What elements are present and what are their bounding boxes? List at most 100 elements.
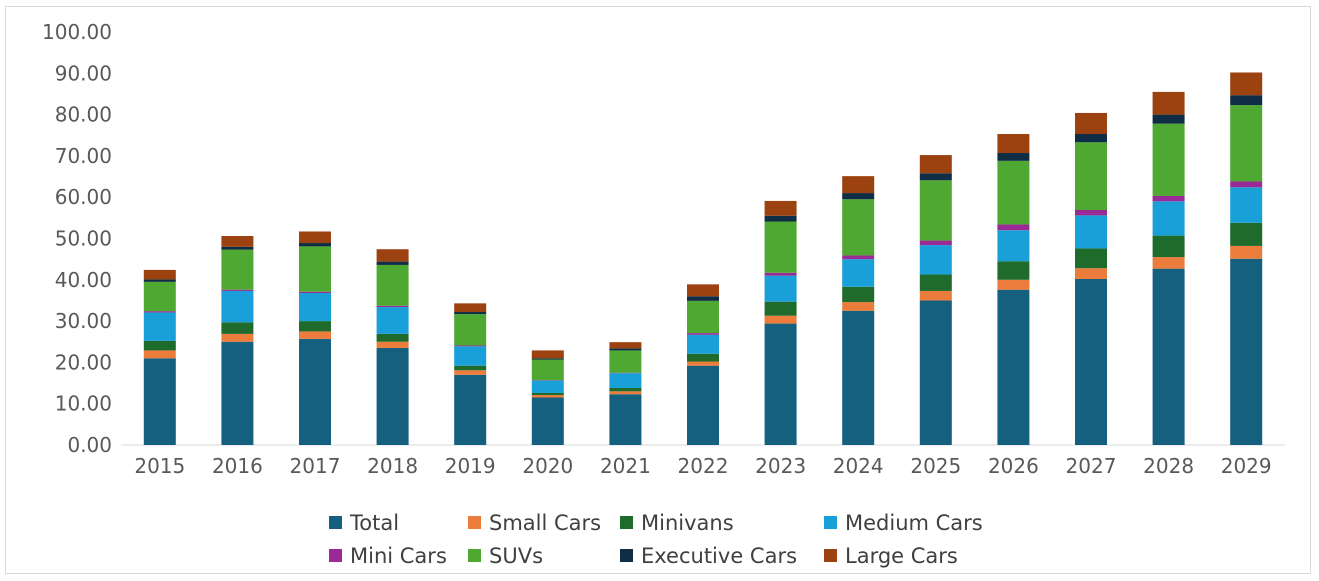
bar-segment-mini-cars	[687, 333, 719, 335]
bar-segment-small-cars	[687, 361, 719, 366]
bar-segment-medium-cars	[454, 346, 487, 366]
bar-segment-small-cars	[842, 302, 875, 311]
legend-swatch	[468, 549, 481, 562]
bar-segment-executive-cars	[376, 261, 409, 265]
bar-segment-total	[1075, 278, 1107, 445]
bar-segment-total	[609, 394, 642, 445]
bar-segment-minivans	[997, 261, 1030, 280]
bar-segment-suvs	[143, 281, 176, 312]
bar-segment-small-cars	[454, 370, 487, 375]
x-tick-label: 2016	[212, 454, 263, 478]
bar-segment-mini-cars	[1075, 210, 1107, 216]
bar-segment-mini-cars	[1152, 195, 1185, 202]
y-tick-label: 30.00	[55, 309, 112, 333]
legend-label: Large Cars	[845, 544, 958, 568]
bar-segment-minivans	[919, 274, 952, 291]
bar-segment-total	[221, 341, 254, 445]
bar-segment-minivans	[764, 301, 797, 316]
bar-segment-large-cars	[687, 284, 719, 297]
y-tick-label: 90.00	[55, 61, 112, 85]
bar-segment-medium-cars	[143, 312, 176, 341]
bar-segment-executive-cars	[764, 215, 797, 222]
bar-segment-small-cars	[1152, 257, 1185, 269]
bar-segment-large-cars	[299, 231, 331, 244]
bar-segment-suvs	[609, 350, 642, 373]
bar-segment-executive-cars	[531, 358, 564, 360]
bar-segment-minivans	[376, 333, 409, 342]
bar-segment-total	[454, 374, 487, 445]
bar-segment-total	[997, 289, 1030, 445]
bar-segment-suvs	[997, 160, 1030, 225]
bar-segment-large-cars	[1075, 112, 1107, 135]
bar-segment-small-cars	[1230, 245, 1263, 259]
bar-segment-mini-cars	[376, 305, 409, 308]
bar-segment-minivans	[1075, 248, 1107, 269]
legend-swatch	[329, 516, 342, 529]
bar-segment-suvs	[919, 180, 952, 241]
bar-segment-large-cars	[919, 155, 952, 174]
bar-segment-medium-cars	[1075, 215, 1107, 249]
bar-segment-large-cars	[997, 134, 1030, 154]
bar-segment-suvs	[221, 249, 254, 290]
bar-segment-small-cars	[221, 333, 254, 342]
bar-segment-medium-cars	[842, 259, 875, 287]
y-tick-label: 80.00	[55, 103, 112, 127]
bar-segment-medium-cars	[1152, 201, 1185, 236]
x-tick-label: 2022	[678, 454, 729, 478]
bar-segment-executive-cars	[687, 296, 719, 301]
bar-segment-executive-cars	[1230, 95, 1263, 106]
bar-segment-small-cars	[531, 395, 564, 398]
legend-label: Minivans	[641, 511, 734, 535]
bar-segment-large-cars	[531, 350, 564, 359]
bar-segment-small-cars	[764, 315, 797, 324]
bar-segment-medium-cars	[221, 290, 254, 323]
bar-segment-total	[842, 310, 875, 445]
bar-segment-large-cars	[376, 249, 409, 262]
bar-segment-large-cars	[764, 200, 797, 216]
bar-segment-mini-cars	[1230, 181, 1263, 188]
bar-segment-total	[1230, 258, 1263, 445]
bar-segment-small-cars	[609, 391, 642, 395]
y-tick-label: 0.00	[67, 433, 112, 457]
bar-segment-mini-cars	[143, 311, 176, 313]
bar-segment-small-cars	[997, 279, 1030, 290]
bar-segment-large-cars	[143, 269, 176, 280]
bar-segment-large-cars	[609, 342, 642, 349]
legend-label: SUVs	[489, 544, 543, 568]
bar-segment-total	[764, 323, 797, 445]
bar-segment-total	[687, 365, 719, 445]
bar-segment-executive-cars	[997, 153, 1030, 161]
legend-label: Medium Cars	[845, 511, 983, 535]
bar-segment-executive-cars	[609, 348, 642, 351]
x-tick-label: 2024	[833, 454, 884, 478]
x-tick-label: 2027	[1066, 454, 1117, 478]
bar-segment-minivans	[454, 365, 487, 371]
bar-segment-total	[143, 358, 176, 445]
legend-swatch	[620, 549, 633, 562]
bar-segment-suvs	[454, 314, 487, 346]
y-tick-label: 40.00	[55, 268, 112, 292]
legend-label: Executive Cars	[641, 544, 797, 568]
bar-segment-mini-cars	[764, 272, 797, 276]
x-tick-label: 2019	[445, 454, 496, 478]
bar-segment-executive-cars	[842, 193, 875, 200]
bar-segment-total	[376, 347, 409, 445]
x-tick-label: 2021	[600, 454, 651, 478]
bar-segment-minivans	[1230, 222, 1263, 246]
bar-segment-large-cars	[842, 176, 875, 194]
bar-segment-small-cars	[376, 341, 409, 348]
bar-segment-large-cars	[1230, 72, 1263, 96]
bar-segment-executive-cars	[299, 243, 331, 247]
bar-segment-small-cars	[143, 350, 176, 359]
bar-segment-total	[919, 300, 952, 445]
bar-segment-large-cars	[1152, 91, 1185, 115]
bar-segment-suvs	[376, 264, 409, 306]
x-tick-label: 2015	[134, 454, 185, 478]
x-tick-label: 2025	[910, 454, 961, 478]
x-tick-label: 2020	[522, 454, 573, 478]
bar-segment-medium-cars	[997, 230, 1030, 262]
bar-segment-large-cars	[454, 303, 487, 313]
bar-segment-medium-cars	[1230, 187, 1263, 223]
bar-segment-total	[1152, 268, 1185, 445]
